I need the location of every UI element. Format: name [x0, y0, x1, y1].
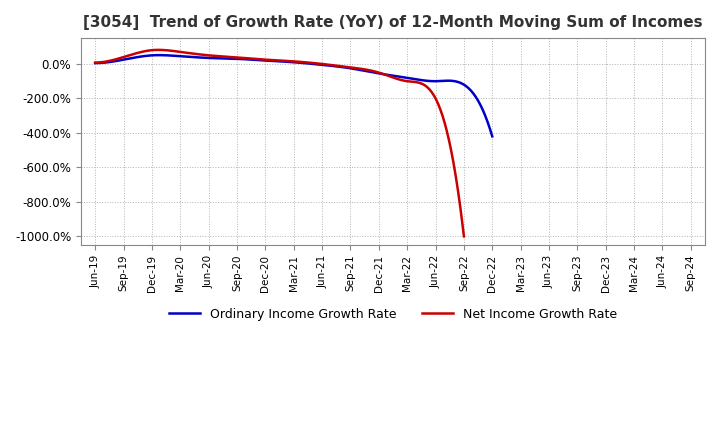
Net Income Growth Rate [291, 59, 300, 64]
Ordinary Income Growth Rate [488, 134, 497, 139]
Line: Net Income Growth Rate: Net Income Growth Rate [95, 50, 464, 236]
Net Income Growth Rate [154, 47, 163, 52]
Ordinary Income Growth Rate [417, 77, 426, 83]
Net Income Growth Rate [311, 61, 320, 66]
Ordinary Income Growth Rate [280, 59, 289, 64]
Net Income Growth Rate [451, 174, 460, 179]
Line: Ordinary Income Growth Rate: Ordinary Income Growth Rate [95, 55, 492, 136]
Ordinary Income Growth Rate [328, 63, 337, 69]
Ordinary Income Growth Rate [307, 61, 315, 66]
Net Income Growth Rate [91, 60, 99, 65]
Net Income Growth Rate [269, 58, 278, 63]
Net Income Growth Rate [459, 234, 468, 239]
Legend: Ordinary Income Growth Rate, Net Income Growth Rate: Ordinary Income Growth Rate, Net Income … [164, 303, 622, 326]
Ordinary Income Growth Rate [480, 109, 488, 114]
Net Income Growth Rate [266, 57, 275, 62]
Title: [3054]  Trend of Growth Rate (YoY) of 12-Month Moving Sum of Incomes: [3054] Trend of Growth Rate (YoY) of 12-… [84, 15, 703, 30]
Net Income Growth Rate [394, 77, 402, 82]
Ordinary Income Growth Rate [283, 59, 292, 64]
Ordinary Income Growth Rate [155, 52, 163, 58]
Ordinary Income Growth Rate [91, 60, 99, 66]
